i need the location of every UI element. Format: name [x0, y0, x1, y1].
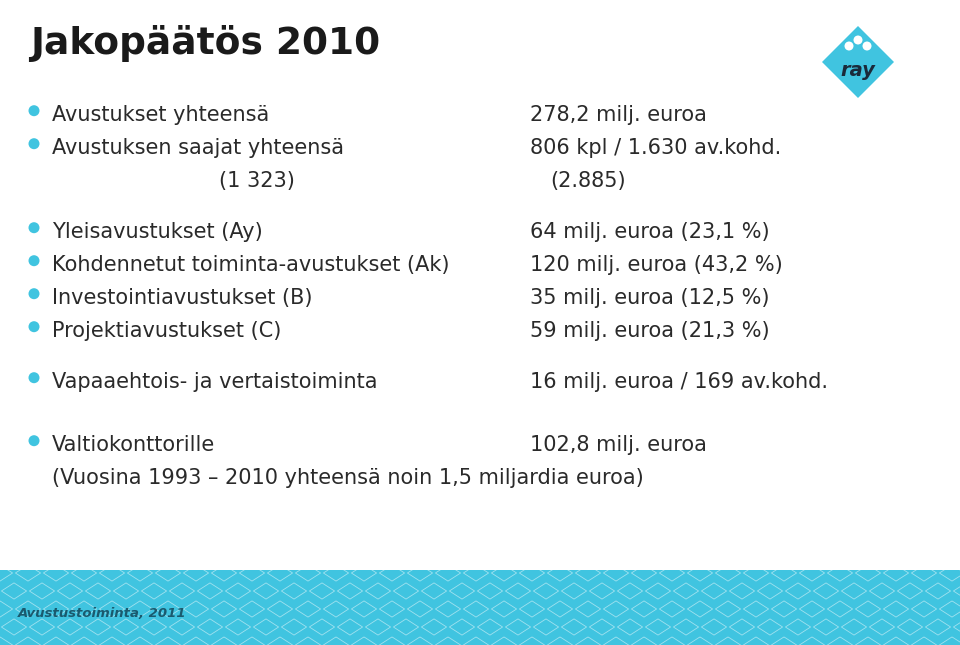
Text: Projektiavustukset (C): Projektiavustukset (C)	[52, 321, 281, 341]
Text: 278,2 milj. euroa: 278,2 milj. euroa	[530, 105, 707, 125]
Text: Valtiokonttorille: Valtiokonttorille	[52, 435, 215, 455]
Text: (Vuosina 1993 – 2010 yhteensä noin 1,5 miljardia euroa): (Vuosina 1993 – 2010 yhteensä noin 1,5 m…	[52, 468, 644, 488]
Text: 35 milj. euroa (12,5 %): 35 milj. euroa (12,5 %)	[530, 288, 770, 308]
Polygon shape	[817, 21, 899, 103]
Circle shape	[862, 41, 872, 50]
Text: 806 kpl / 1.630 av.kohd.: 806 kpl / 1.630 av.kohd.	[530, 138, 781, 158]
Text: 102,8 milj. euroa: 102,8 milj. euroa	[530, 435, 707, 455]
Text: Kohdennetut toiminta-avustukset (Ak): Kohdennetut toiminta-avustukset (Ak)	[52, 255, 449, 275]
Circle shape	[29, 255, 39, 266]
Text: (2.885): (2.885)	[550, 171, 626, 191]
Text: 120 milj. euroa (43,2 %): 120 milj. euroa (43,2 %)	[530, 255, 782, 275]
Text: 16 milj. euroa / 169 av.kohd.: 16 milj. euroa / 169 av.kohd.	[530, 372, 828, 392]
Text: 59 milj. euroa (21,3 %): 59 milj. euroa (21,3 %)	[530, 321, 770, 341]
Circle shape	[845, 41, 853, 50]
Text: Investointiavustukset (B): Investointiavustukset (B)	[52, 288, 313, 308]
Circle shape	[29, 105, 39, 116]
Bar	[0, 570, 960, 645]
Circle shape	[853, 35, 862, 45]
Text: Jakopäätös 2010: Jakopäätös 2010	[30, 25, 380, 62]
Circle shape	[29, 435, 39, 446]
Text: Avustustoiminta, 2011: Avustustoiminta, 2011	[18, 607, 186, 620]
Circle shape	[29, 288, 39, 299]
Polygon shape	[822, 26, 894, 98]
Circle shape	[29, 372, 39, 383]
Text: ray: ray	[841, 61, 876, 79]
Circle shape	[29, 222, 39, 233]
Text: 64 milj. euroa (23,1 %): 64 milj. euroa (23,1 %)	[530, 222, 770, 242]
Text: Avustuksen saajat yhteensä: Avustuksen saajat yhteensä	[52, 138, 344, 158]
Text: Avustukset yhteensä: Avustukset yhteensä	[52, 105, 269, 125]
Circle shape	[29, 138, 39, 149]
Text: Vapaaehtois- ja vertaistoiminta: Vapaaehtois- ja vertaistoiminta	[52, 372, 377, 392]
Circle shape	[29, 321, 39, 332]
Text: (1 323): (1 323)	[219, 171, 295, 191]
Text: Yleisavustukset (Ay): Yleisavustukset (Ay)	[52, 222, 263, 242]
